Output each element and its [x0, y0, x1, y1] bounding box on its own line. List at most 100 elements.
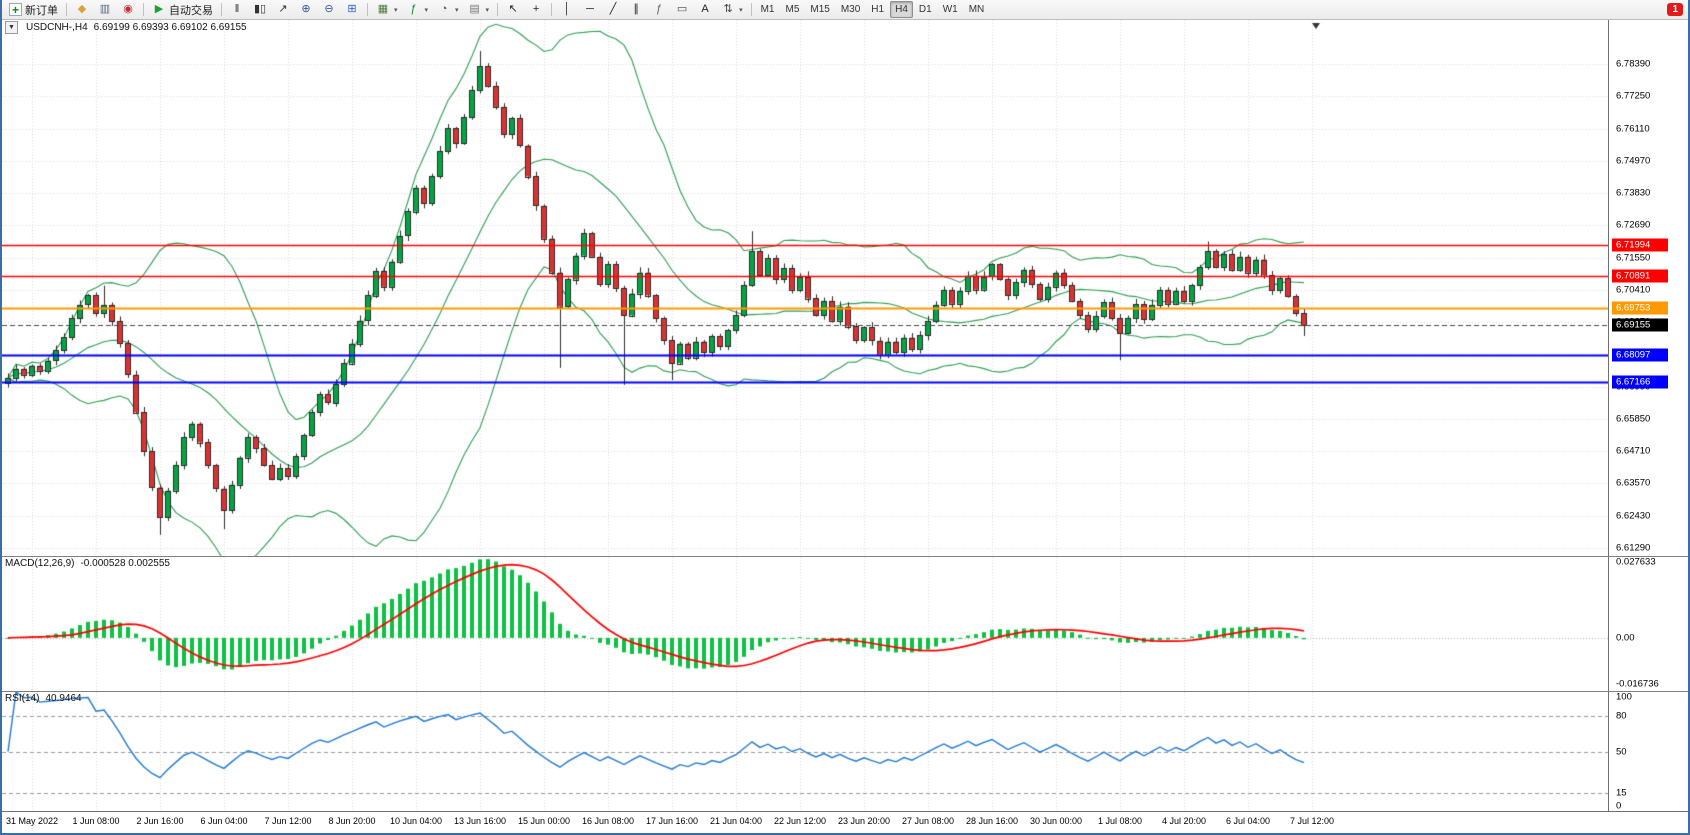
autotrading-button[interactable]: ▶ 自动交易 [148, 1, 217, 18]
cursor-button[interactable]: ↖ [502, 1, 524, 18]
arrows-button[interactable]: ⇅ ▾ [717, 1, 747, 18]
time-axis-label: 22 Jun 12:00 [773, 816, 827, 826]
time-axis-label: 21 Jun 04:00 [709, 816, 763, 826]
line-chart-icon: ↗ [278, 3, 288, 15]
templates-button[interactable]: ▤ ▾ [464, 1, 494, 18]
panel-separator[interactable] [2, 556, 1688, 557]
zoom-out-icon: ⊖ [324, 3, 334, 15]
time-axis-label: 13 Jun 16:00 [453, 816, 507, 826]
periods-icon: ◔ [440, 3, 448, 15]
timeframe-m1-button[interactable]: M1 [756, 1, 780, 18]
macd-axis-label: -0.016736 [1616, 678, 1659, 690]
zoom-out-button[interactable]: ⊖ [318, 1, 340, 18]
current-price-tag: 6.69155 [1612, 318, 1668, 332]
time-axis-label: 1 Jul 08:00 [1097, 816, 1143, 826]
autotrading-icon: ▶ [154, 3, 164, 15]
bars-button[interactable]: ‖ [226, 1, 248, 18]
candles-button[interactable]: ▮▯ [249, 1, 271, 18]
timeframe-d1-button[interactable]: D1 [914, 1, 937, 18]
macd-chart-canvas[interactable] [2, 557, 1608, 691]
hline-price-tag[interactable]: 6.71994 [1612, 238, 1668, 252]
fibonacci-icon: ƒ [656, 3, 663, 15]
price-axis-label: 6.76110 [1616, 123, 1650, 135]
dropdown-caret-icon: ▾ [424, 6, 429, 14]
timeframe-w1-button[interactable]: W1 [938, 1, 963, 18]
templates-icon: ▤ [469, 3, 480, 15]
rsi-indicator-label: RSI(14) [5, 693, 40, 704]
dropdown-caret-icon: ▾ [485, 6, 490, 14]
price-axis-label: 6.78390 [1616, 58, 1651, 70]
time-axis-label: 27 Jun 08:00 [901, 816, 955, 826]
candlestick-chart-canvas[interactable] [2, 20, 1608, 556]
indicators-button[interactable]: ƒ ▾ [403, 1, 433, 18]
notification-badge[interactable]: 1 [1667, 3, 1683, 16]
alerts-button[interactable]: ◉ [117, 1, 139, 18]
dropdown-caret-icon: ▾ [739, 6, 743, 14]
toolbar-separator [497, 3, 499, 16]
price-axis-label: 6.61290 [1616, 542, 1651, 554]
new-chart-button[interactable]: ▦ ▾ [372, 1, 402, 18]
toolbar-separator [143, 3, 144, 16]
time-axis-label: 10 Jun 04:00 [389, 816, 443, 826]
equidistant-channel-icon: ∥ [633, 3, 639, 15]
new-order-button[interactable]: + 新订单 [5, 1, 62, 18]
equidistant-channel-button[interactable]: ∥ [625, 1, 647, 18]
time-axis-label: 28 Jun 16:00 [965, 816, 1019, 826]
macd-axis-label: 0.027633 [1616, 557, 1656, 568]
time-axis-label: 7 Jun 12:00 [264, 816, 312, 826]
shapes-button[interactable]: ▭ [671, 1, 693, 18]
zoom-in-icon: ⊕ [301, 3, 311, 15]
panel-separator[interactable] [2, 691, 1688, 692]
time-axis: 31 May 2022 1 Jun 08:00 2 Jun 16:00 6 Jun 0… [2, 811, 1688, 833]
periods-button[interactable]: ◔ ▾ [433, 1, 463, 18]
candles-icon: ▮▯ [253, 3, 267, 15]
indicators-icon: ƒ [410, 3, 417, 15]
toolbar-separator [221, 3, 222, 16]
zoom-in-button[interactable]: ⊕ [295, 1, 317, 18]
rsi-chart-canvas[interactable] [2, 692, 1608, 811]
arrows-icon: ⇅ [723, 3, 733, 15]
line-chart-button[interactable]: ↗ [272, 1, 294, 18]
text-icon: A [701, 3, 709, 15]
price-axis[interactable]: 6.78390 6.77250 6.76110 6.74970 6.73830 6.726… [1608, 20, 1688, 556]
fibonacci-button[interactable]: ƒ [648, 1, 670, 18]
tile-windows-button[interactable]: ⊞ [341, 1, 363, 18]
hline-price-tag[interactable]: 6.69753 [1612, 301, 1668, 315]
hline-price-tag[interactable]: 6.67166 [1612, 375, 1668, 389]
time-axis-label: 2 Jun 16:00 [136, 816, 184, 826]
vertical-line-icon: │ [563, 3, 571, 15]
macd-title-bar: MACD(12,26,9) -0.000528 0.002555 [5, 558, 170, 569]
text-button[interactable]: A [694, 1, 716, 18]
crosshair-button[interactable]: + [525, 1, 547, 18]
print-button[interactable]: ▥ [94, 1, 116, 18]
time-axis-label: 30 Jun 00:00 [1029, 816, 1083, 826]
vertical-line-button[interactable]: │ [556, 1, 578, 18]
time-axis-label: 4 Jul 20:00 [1161, 816, 1207, 826]
toolbar-separator [750, 3, 752, 16]
horizontal-line-button[interactable]: ─ [579, 1, 601, 18]
chart-ohlc-values: 6.69199 6.69393 6.69102 6.69155 [93, 22, 247, 33]
new-order-icon: + [9, 3, 22, 16]
timeframe-mn-button[interactable]: MN [964, 1, 990, 18]
hline-price-tag[interactable]: 6.70891 [1612, 269, 1668, 283]
toolbar: + 新订单 ◆ ▥ ◉ ▶ 自动交易 ‖ ▮▯ ↗ ⊕ ⊖ ⊞ ▦ ▾ ƒ ▾ ◔ ▾ ▤ ▾ ↖ + │ ─ ╱ ∥ ƒ ▭ A ⇅ ▾ M1… [2, 0, 1688, 20]
toolbar-separator [551, 3, 553, 16]
hline-price-tag[interactable]: 6.68097 [1612, 348, 1668, 362]
macd-axis: 0.027633 0.00 -0.016736 [1608, 557, 1688, 691]
trendline-icon: ╱ [609, 3, 617, 15]
timeframe-h1-button[interactable]: H1 [866, 1, 889, 18]
shapes-icon: ▭ [676, 3, 688, 15]
metaeditor-button[interactable]: ◆ [71, 1, 93, 18]
trendline-button[interactable]: ╱ [602, 1, 624, 18]
price-axis-label: 6.63570 [1616, 477, 1651, 489]
price-axis-label: 6.70410 [1616, 284, 1651, 296]
chart-collapse-button[interactable]: ▼ [5, 21, 18, 34]
rsi-axis-label: 50 [1616, 746, 1627, 757]
timeframe-m15-button[interactable]: M15 [805, 1, 834, 18]
timeframe-h4-button[interactable]: H4 [890, 1, 913, 18]
timeframe-m5-button[interactable]: M5 [780, 1, 804, 18]
horizontal-line-icon: ─ [586, 3, 594, 15]
time-axis-label: 31 May 2022 [5, 816, 59, 826]
timeframe-m30-button[interactable]: M30 [836, 1, 865, 18]
